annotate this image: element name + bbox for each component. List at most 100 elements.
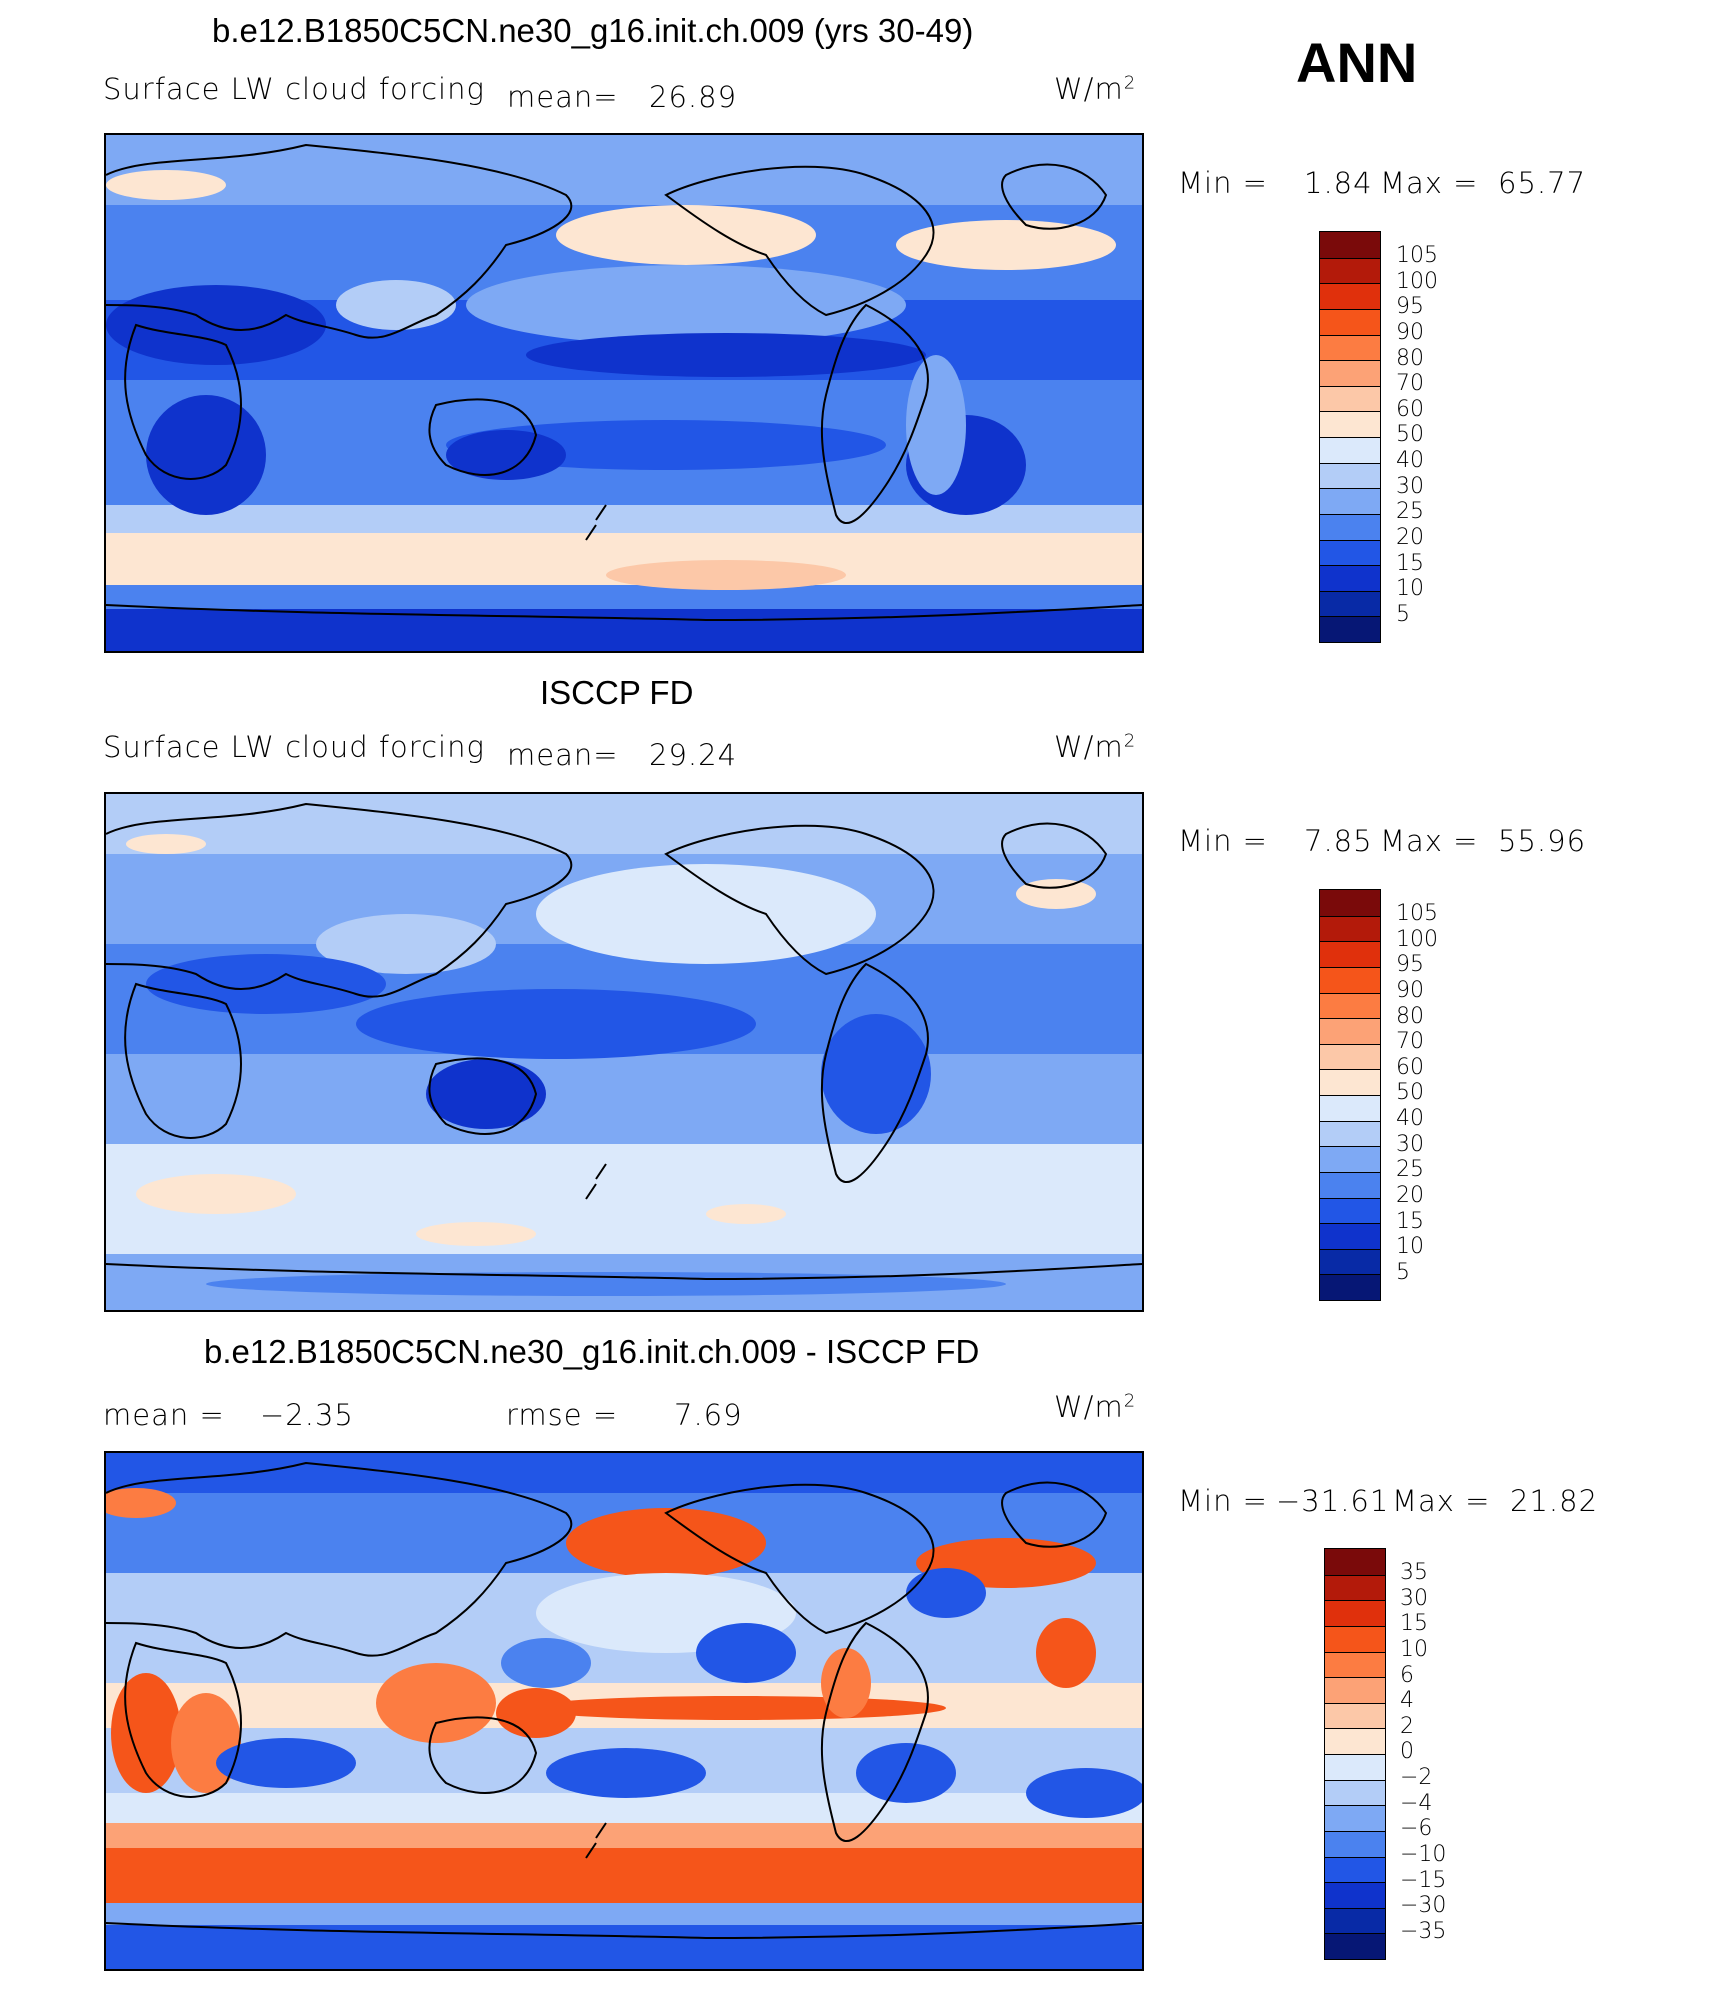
colorbar-swatch xyxy=(1320,1248,1380,1275)
colorbar-swatch xyxy=(1325,1882,1385,1908)
colorbar-swatch xyxy=(1325,1600,1385,1626)
panel2-max-value: 55.96 xyxy=(1498,824,1587,858)
colorbar-tick-label: −4 xyxy=(1400,1790,1433,1816)
colorbar-swatch xyxy=(1320,488,1380,514)
colorbar-tick-label: 30 xyxy=(1396,1131,1424,1157)
colorbar-tick-label: 70 xyxy=(1396,371,1424,397)
colorbar-swatch xyxy=(1320,334,1380,361)
panel1-title: b.e12.B1850C5CN.ne30_g16.init.ch.009 (yr… xyxy=(212,12,974,49)
panel3-colorbar-ticks: 35 30 15 10 6 4 2 0 −2 −4 −6 −10 −15 −30 −35 xyxy=(1400,1560,1446,1944)
colorbar-swatch xyxy=(1325,1933,1385,1959)
colorbar-swatch xyxy=(1320,232,1380,258)
colorbar-swatch xyxy=(1320,1223,1380,1249)
colorbar-tick-label: 5 xyxy=(1396,1259,1410,1285)
panel3-rmse-value: 7.69 xyxy=(674,1398,743,1432)
colorbar-tick-label: −10 xyxy=(1400,1841,1447,1867)
panel3-min-label: Min = xyxy=(1178,1484,1268,1518)
colorbar-swatch xyxy=(1320,616,1380,642)
colorbar-swatch xyxy=(1325,1830,1385,1857)
colorbar-tick-label: 25 xyxy=(1396,1157,1424,1183)
colorbar-swatch xyxy=(1320,1146,1380,1172)
colorbar-tick-label: 15 xyxy=(1396,1208,1424,1234)
panel3-title: b.e12.B1850C5CN.ne30_g16.init.ch.009 - I… xyxy=(204,1333,980,1370)
colorbar-swatch xyxy=(1325,1754,1385,1780)
colorbar-swatch xyxy=(1320,462,1380,489)
colorbar-swatch xyxy=(1320,257,1380,284)
colorbar-tick-label: 2 xyxy=(1400,1713,1414,1739)
colorbar-tick-label: 10 xyxy=(1400,1636,1428,1662)
panel2-min-value: 7.85 xyxy=(1304,824,1373,858)
colorbar-tick-label: 0 xyxy=(1400,1739,1414,1765)
panel1-max-value: 65.77 xyxy=(1498,166,1587,200)
panel3-map xyxy=(104,1451,1144,1971)
colorbar-tick-label: −2 xyxy=(1400,1765,1433,1790)
colorbar-tick-label: −6 xyxy=(1400,1816,1433,1842)
panel1-variable: Surface LW cloud forcing xyxy=(103,72,485,106)
colorbar-tick-label: 40 xyxy=(1396,1106,1424,1131)
panel3-rmse-label: rmse = xyxy=(506,1398,619,1432)
colorbar-tick-label: 95 xyxy=(1396,952,1424,978)
panel1-units: W/m2 xyxy=(1054,72,1137,106)
colorbar-tick-label: 4 xyxy=(1400,1688,1414,1714)
panel3-max-value: 21.82 xyxy=(1510,1484,1599,1518)
panel1-max-label: Max = xyxy=(1380,166,1479,200)
colorbar-swatch xyxy=(1320,1171,1380,1198)
colorbar-tick-label: 95 xyxy=(1396,294,1424,320)
colorbar-swatch xyxy=(1320,565,1380,591)
colorbar-tick-label: 15 xyxy=(1400,1611,1428,1637)
panel3-mean-value: −2.35 xyxy=(260,1398,354,1432)
panel1-mean-label: mean= xyxy=(507,80,619,114)
colorbar-tick-label: 105 xyxy=(1396,243,1438,268)
panel2-mean-label: mean= xyxy=(507,738,619,772)
colorbar-tick-label: 30 xyxy=(1396,473,1424,499)
colorbar-tick-label: 10 xyxy=(1396,576,1424,602)
panel1-min-value: 1.84 xyxy=(1304,166,1373,200)
colorbar-swatch xyxy=(1320,360,1380,386)
colorbar-tick-label: 20 xyxy=(1396,1182,1424,1208)
colorbar-tick-label: 20 xyxy=(1396,524,1424,550)
colorbar-tick-label: 105 xyxy=(1396,901,1438,926)
colorbar-tick-label: 50 xyxy=(1396,1080,1424,1106)
colorbar-tick-label: 50 xyxy=(1396,422,1424,448)
colorbar-swatch xyxy=(1320,539,1380,566)
panel3-min-value: −31.61 xyxy=(1276,1484,1390,1518)
panel1-colorbar xyxy=(1319,231,1381,643)
colorbar-tick-label: −35 xyxy=(1400,1918,1447,1944)
colorbar-tick-label: 15 xyxy=(1396,550,1424,576)
colorbar-tick-label: 25 xyxy=(1396,499,1424,525)
colorbar-tick-label: 10 xyxy=(1396,1234,1424,1260)
panel2-map xyxy=(104,792,1144,1312)
colorbar-swatch xyxy=(1325,1856,1385,1883)
colorbar-swatch xyxy=(1320,411,1380,437)
colorbar-swatch xyxy=(1320,992,1380,1019)
panel3-colorbar xyxy=(1324,1548,1386,1960)
colorbar-swatch xyxy=(1320,1043,1380,1070)
colorbar-swatch xyxy=(1325,1651,1385,1678)
colorbar-tick-label: 6 xyxy=(1400,1662,1414,1688)
colorbar-tick-label: −30 xyxy=(1400,1893,1447,1919)
colorbar-swatch xyxy=(1325,1805,1385,1831)
panel2-min-label: Min = xyxy=(1178,824,1268,858)
panel2-variable: Surface LW cloud forcing xyxy=(103,730,485,764)
colorbar-swatch xyxy=(1320,590,1380,617)
panel2-colorbar xyxy=(1319,889,1381,1301)
colorbar-swatch xyxy=(1325,1702,1385,1729)
colorbar-swatch xyxy=(1320,1274,1380,1300)
colorbar-swatch xyxy=(1325,1779,1385,1806)
panel2-max-label: Max = xyxy=(1380,824,1479,858)
colorbar-swatch xyxy=(1320,915,1380,942)
panel3-units: W/m2 xyxy=(1054,1390,1137,1424)
panel1-colorbar-ticks: 105 100 95 90 80 70 60 50 40 30 25 20 15 10 5 xyxy=(1396,243,1438,627)
colorbar-swatch xyxy=(1320,1018,1380,1044)
colorbar-swatch xyxy=(1320,283,1380,309)
colorbar-swatch xyxy=(1320,513,1380,540)
colorbar-tick-label: 100 xyxy=(1396,268,1438,294)
panel3-max-label: Max = xyxy=(1392,1484,1491,1518)
colorbar-tick-label: 90 xyxy=(1396,977,1424,1003)
colorbar-tick-label: 90 xyxy=(1396,319,1424,345)
colorbar-swatch xyxy=(1320,1069,1380,1095)
colorbar-swatch xyxy=(1320,437,1380,463)
colorbar-swatch xyxy=(1320,1095,1380,1121)
colorbar-swatch xyxy=(1325,1574,1385,1601)
colorbar-swatch xyxy=(1325,1907,1385,1934)
